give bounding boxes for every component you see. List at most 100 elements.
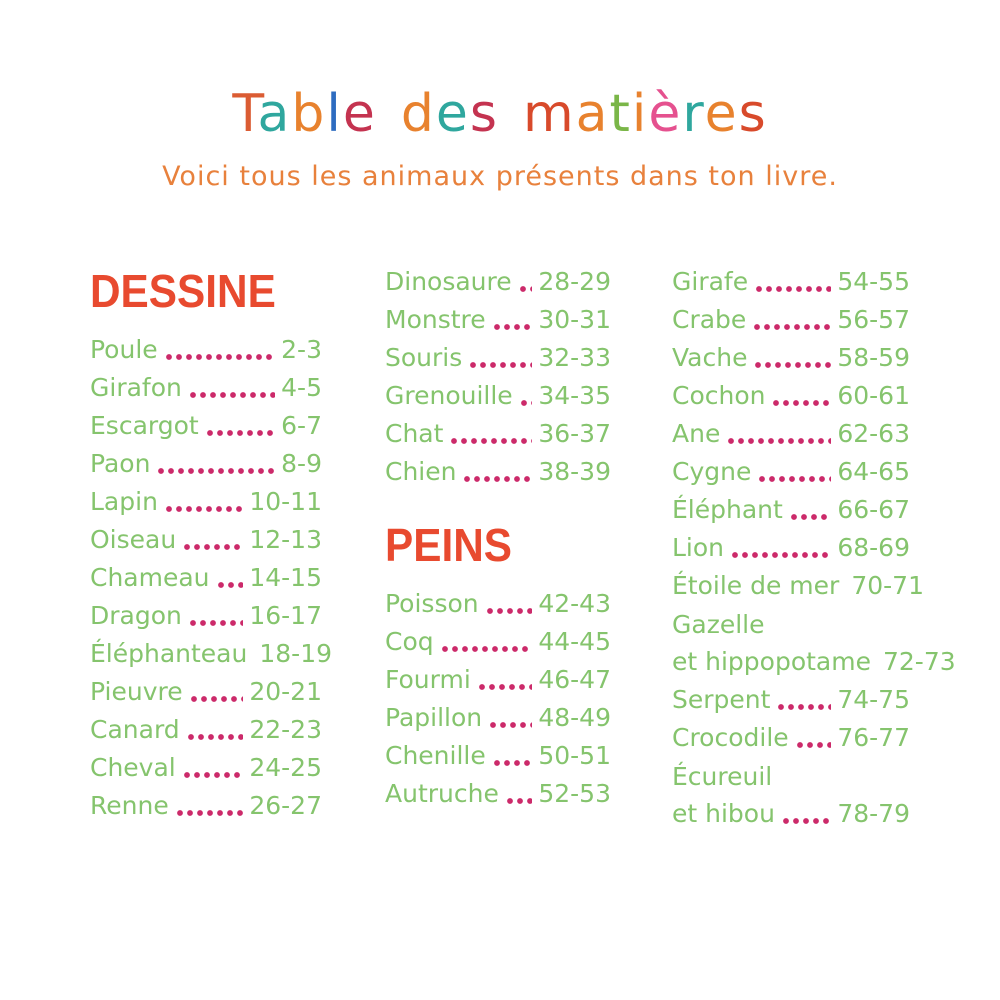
- toc-entry-label: Chenille: [385, 741, 486, 770]
- section-heading: PEINS: [385, 519, 513, 571]
- title-letter: e: [435, 84, 470, 144]
- toc-entry: Girafon 4-5: [90, 369, 322, 407]
- toc-column-3: Girafe 54-55 Crabe 56-57 Vache 58-59 Cochon 60-…: [672, 263, 956, 833]
- title-letter: a: [575, 84, 610, 144]
- toc-entry-label: Étoile de mer: [672, 571, 840, 600]
- toc-entry-label: Crabe: [672, 305, 747, 334]
- dotted-leader: [491, 737, 533, 775]
- toc-entry-label: Chameau: [90, 563, 210, 592]
- toc-entry-pages: 2-3: [281, 335, 322, 364]
- toc-entry-label: Cochon: [672, 381, 766, 410]
- toc-entry-label-line2: et hippopotame: [672, 647, 871, 676]
- toc-entry-label: Papillon: [385, 703, 483, 732]
- toc-entry-pages: 26-27: [249, 791, 322, 820]
- toc-entry-label: Girafe: [672, 267, 749, 296]
- toc-entry-label: Chien: [385, 457, 457, 486]
- title-letter: s: [469, 84, 499, 144]
- toc-entry-label: Chat: [385, 419, 444, 448]
- toc-entry-pages: 44-45: [538, 627, 611, 656]
- title-letter: e: [342, 84, 377, 144]
- toc-entry: Étoile de mer 70-71: [672, 567, 924, 605]
- toc-entry-pages: 58-59: [837, 343, 910, 372]
- title-letter: d: [400, 84, 436, 144]
- dotted-leader: [187, 597, 244, 635]
- dotted-leader: [439, 623, 533, 661]
- toc-entry-label: Serpent: [672, 685, 771, 714]
- dotted-leader: [215, 559, 244, 597]
- toc-entry: Monstre 30-31: [385, 301, 611, 339]
- toc-entry-pages: 52-53: [538, 779, 611, 808]
- title-letter: a: [257, 84, 292, 144]
- dotted-leader: [488, 699, 533, 737]
- toc-entry: Vache 58-59: [672, 339, 910, 377]
- toc-entry-pages: 60-61: [837, 381, 910, 410]
- toc-entry-label: Poule: [90, 335, 158, 364]
- toc-entry-pages: 12-13: [249, 525, 322, 554]
- toc-entry: Dinosaure 28-29: [385, 263, 611, 301]
- toc-entry-pages: 36-37: [538, 419, 611, 448]
- dotted-leader: [518, 377, 533, 415]
- toc-entry-pages: 56-57: [837, 305, 910, 334]
- toc-entry-pages: 14-15: [249, 563, 322, 592]
- toc-entry-pages: 28-29: [538, 267, 611, 296]
- toc-entry-label: Poisson: [385, 589, 479, 618]
- title-letter: t: [609, 84, 632, 144]
- toc-entry-pages: 34-35: [538, 381, 611, 410]
- dotted-leader: [491, 301, 533, 339]
- title-letter: s: [738, 84, 768, 144]
- dotted-leader: [754, 263, 832, 301]
- toc-entry: Cygne 64-65: [672, 453, 910, 491]
- toc-entry-pages: 10-11: [249, 487, 322, 516]
- toc-entry-label: Fourmi: [385, 665, 471, 694]
- toc-entry-label: Dragon: [90, 601, 182, 630]
- toc-entry: Autruche 52-53: [385, 775, 611, 813]
- title-letter: b: [291, 84, 327, 144]
- dotted-leader: [204, 407, 276, 445]
- dotted-leader: [468, 339, 533, 377]
- dotted-leader: [476, 661, 533, 699]
- toc-entry-label: Dinosaure: [385, 267, 512, 296]
- toc-entry-label: Éléphant: [672, 495, 783, 524]
- toc-entry: Papillon 48-49: [385, 699, 611, 737]
- toc-entry: Lapin 10-11: [90, 483, 322, 521]
- dotted-leader: [163, 331, 276, 369]
- dotted-leader: [484, 585, 533, 623]
- dotted-leader: [780, 795, 832, 833]
- toc-entry-label: Lion: [672, 533, 725, 562]
- toc-entry: Cochon 60-61: [672, 377, 910, 415]
- dotted-leader: [771, 377, 832, 415]
- toc-entry-label: Escargot: [90, 411, 199, 440]
- toc-column-1: DESSINE Poule 2-3 Girafon 4-5 Escargot 6-7 Paon…: [90, 263, 332, 825]
- toc-entry-label: Coq: [385, 627, 434, 656]
- toc-entry: Escargot 6-7: [90, 407, 322, 445]
- toc-entry: Canard 22-23: [90, 711, 322, 749]
- toc-entry-pages: 20-21: [249, 677, 322, 706]
- toc-entry: Lion 68-69: [672, 529, 910, 567]
- toc-entry: Chien 38-39: [385, 453, 611, 491]
- toc-entry: Crabe 56-57: [672, 301, 910, 339]
- toc-entry-label: Girafon: [90, 373, 182, 402]
- toc-entry-pages: 46-47: [538, 665, 611, 694]
- toc-entry-pages: 74-75: [837, 685, 910, 714]
- toc-entry: Grenouille 34-35: [385, 377, 611, 415]
- toc-column-2: Dinosaure 28-29 Monstre 30-31 Souris 32-33 Gre…: [385, 263, 611, 813]
- toc-entry-label: Pieuvre: [90, 677, 183, 706]
- page-title: Table des matières: [0, 84, 1000, 144]
- toc-entry-pages: 68-69: [837, 533, 910, 562]
- toc-entry: Éléphanteau 18-19: [90, 635, 332, 673]
- title-letter: l: [326, 84, 343, 144]
- dotted-leader: [517, 263, 533, 301]
- toc-entry-pages: 16-17: [249, 601, 322, 630]
- toc-entry: Renne 26-27: [90, 787, 322, 825]
- toc-entry-label: Grenouille: [385, 381, 513, 410]
- toc-entry: Écureuil et hibou 78-79: [672, 757, 910, 833]
- dotted-leader: [185, 711, 244, 749]
- toc-entry-pages: 50-51: [538, 741, 611, 770]
- toc-entry-pages: 78-79: [837, 799, 910, 828]
- dotted-leader: [182, 521, 244, 559]
- toc-entry-label: Renne: [90, 791, 169, 820]
- toc-entry: Cheval 24-25: [90, 749, 322, 787]
- dotted-leader: [181, 749, 244, 787]
- toc-entry: Dragon 16-17: [90, 597, 322, 635]
